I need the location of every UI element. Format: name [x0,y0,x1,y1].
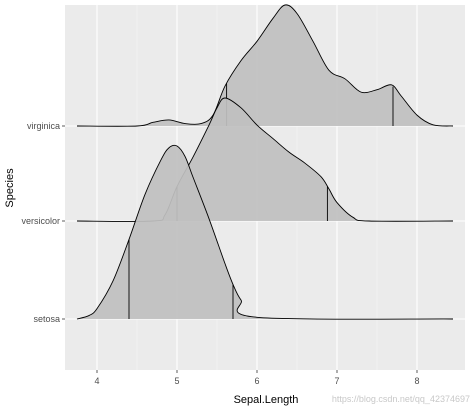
x-axis-title: Sepal.Length [234,394,299,406]
y-tick-label: versicolor [21,216,60,226]
x-tick-label: 8 [414,376,419,386]
y-axis-title: Species [4,168,16,208]
y-tick-label: setosa [33,314,60,324]
x-tick-label: 6 [254,376,259,386]
density-line [76,144,454,320]
density-line [76,4,454,127]
x-tick-label: 5 [174,376,179,386]
y-tick-label: virginica [27,121,60,131]
density-area [77,4,453,127]
watermark: https://blog.csdn.net/qq_42374697 [332,394,470,404]
density-area [77,145,453,320]
x-tick-label: 4 [94,376,99,386]
ridge-setosa [76,144,454,320]
axes: 4 5 6 7 8 setosa versicolor virginica [21,121,419,386]
density-area [77,98,453,222]
x-tick-label: 7 [334,376,339,386]
ridges [76,4,454,320]
